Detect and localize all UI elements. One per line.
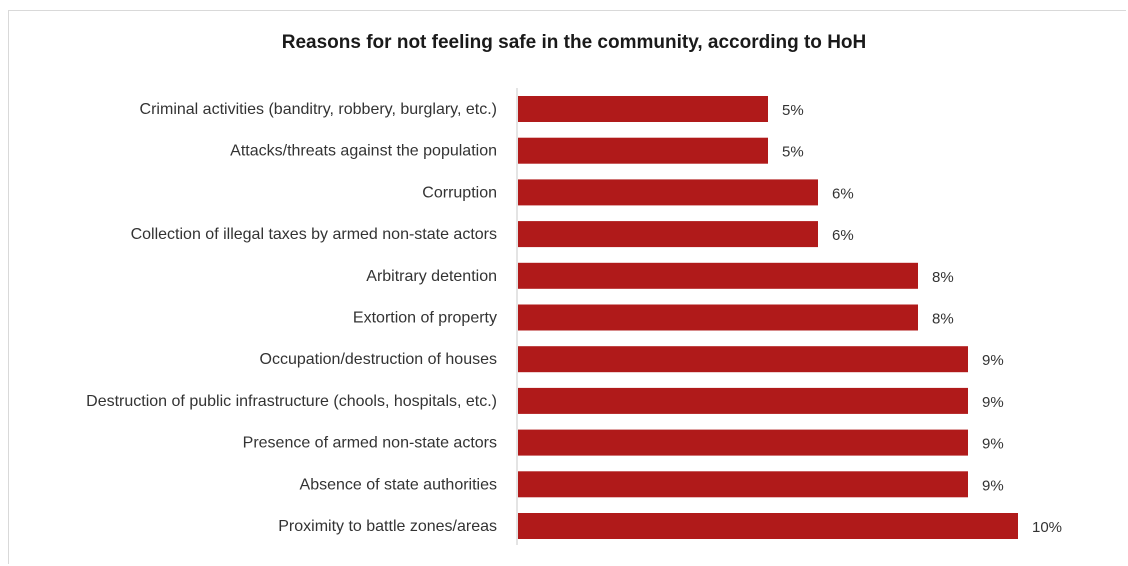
bar <box>518 262 918 289</box>
data-label: 10% <box>1032 519 1062 536</box>
chart-frame <box>8 10 1126 564</box>
data-label: 9% <box>982 477 1004 494</box>
bar <box>518 471 968 498</box>
data-label: 9% <box>982 352 1004 369</box>
category-label: Collection of illegal taxes by armed non… <box>131 226 497 243</box>
bar <box>518 221 818 248</box>
data-label: 5% <box>782 102 804 119</box>
data-label: 6% <box>832 227 854 244</box>
data-label: 8% <box>932 269 954 286</box>
category-label: Attacks/threats against the population <box>230 143 497 160</box>
category-label: Occupation/destruction of houses <box>260 351 497 368</box>
category-label: Criminal activities (banditry, robbery, … <box>140 101 497 118</box>
data-label: 6% <box>832 185 854 202</box>
category-label: Destruction of public infrastructure (ch… <box>86 393 497 410</box>
chart-title: Reasons for not feeling safe in the comm… <box>281 32 867 53</box>
bar <box>518 387 968 414</box>
bar <box>518 137 768 164</box>
data-label: 9% <box>982 394 1004 411</box>
category-label: Arbitrary detention <box>366 268 497 285</box>
data-label: 8% <box>932 311 954 328</box>
data-label: 5% <box>782 144 804 161</box>
bar <box>518 429 968 456</box>
bar <box>518 513 1018 539</box>
bar <box>518 96 768 122</box>
category-label: Proximity to battle zones/areas <box>278 518 497 535</box>
category-label: Presence of armed non-state actors <box>243 435 497 452</box>
bar <box>518 179 818 206</box>
bar <box>518 346 968 373</box>
bar <box>518 304 918 331</box>
data-label: 9% <box>982 436 1004 453</box>
category-label: Corruption <box>422 184 497 201</box>
category-label: Absence of state authorities <box>300 476 497 493</box>
category-label: Extortion of property <box>353 310 497 327</box>
